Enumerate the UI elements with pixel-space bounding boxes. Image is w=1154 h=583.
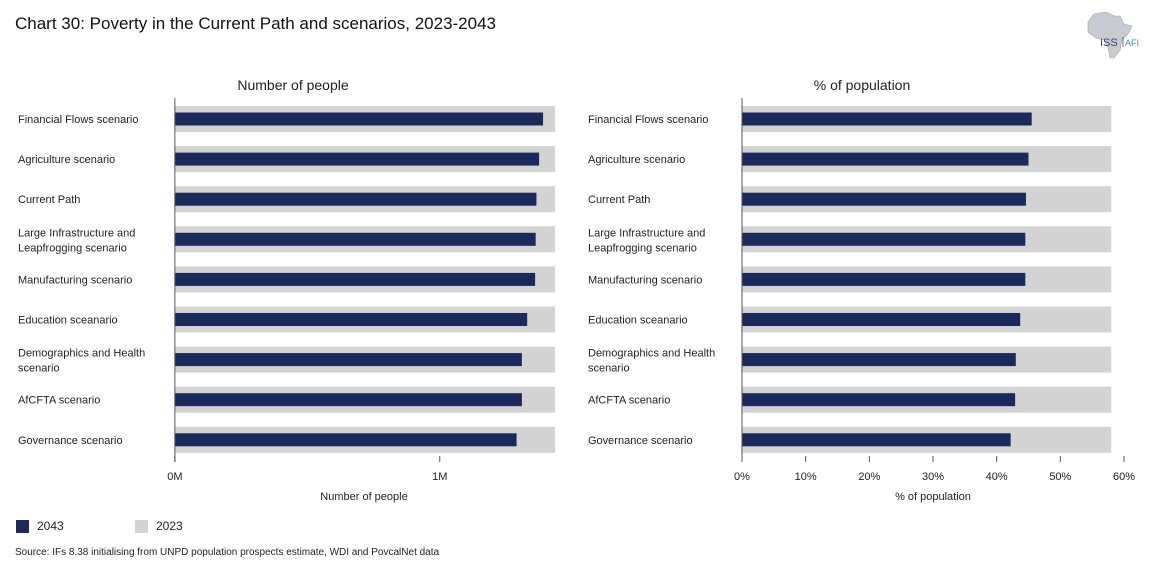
panel1-bar-2043-4 (174, 232, 536, 246)
africa-map-icon (1087, 11, 1133, 59)
panel2-bar-2043-5 (742, 272, 1026, 286)
iss-afi-logo: ISS AFI (1087, 11, 1139, 59)
panel1-category-label-5: Manufacturing scenario (18, 274, 132, 286)
panel1-bar-2043-7 (174, 353, 522, 367)
panel2-category-label-6: Education sceanario (588, 315, 688, 327)
panel1-category-label-line: Leapfrogging scenario (18, 242, 127, 254)
panel2-bar-2043-8 (742, 393, 1016, 407)
source-note: Source: IFs 8.38 initialising from UNPD … (15, 547, 440, 558)
panel2-category-label-4: Large Infrastructure and Leapfrogging sce… (588, 227, 705, 254)
panel1-bar-2043-1 (174, 112, 544, 126)
panel1-x-axis-label: Number of people (320, 491, 407, 503)
panel2-bar-2043-2 (742, 152, 1029, 166)
panel1-category-label-1: Financial Flows scenario (18, 114, 138, 126)
panel2-category-label-2: Agriculture scenario (588, 154, 685, 166)
panel1-category-label-8: AfCFTA scenario (18, 395, 100, 407)
panel2-category-label-5: Manufacturing scenario (588, 274, 702, 286)
legend-swatch-2043 (16, 519, 29, 533)
panel2-bar-2043-7 (742, 353, 1016, 367)
panel1-category-label-2: Agriculture scenario (18, 154, 115, 166)
panel1-category-label-line: Large Infrastructure and (18, 227, 135, 239)
panel2-category-label-8: AfCFTA scenario (588, 395, 670, 407)
panel2-category-label-line: scenario (588, 363, 630, 375)
panel1-tick-label-2: 1M (432, 471, 447, 483)
panel1-bar-2043-9 (174, 433, 517, 447)
logo-main-text: ISS (1100, 37, 1118, 49)
panel2-category-label-1: Financial Flows scenario (588, 114, 708, 126)
panel1-category-label-7: Demographics and Health scenario (18, 348, 145, 375)
panel1-category-label-6: Education sceanario (18, 315, 118, 327)
panel1-bar-2043-2 (174, 152, 540, 166)
panel2-tick-label-5: 40% (986, 471, 1008, 483)
panel2-category-label-7: Demographics and Health scenario (588, 348, 715, 375)
panel2-tick-label-6: 50% (1049, 471, 1071, 483)
panel2-title: % of population (814, 77, 911, 93)
panel2-category-label-9: Governance scenario (588, 435, 693, 447)
panel2-category-label-3: Current Path (588, 194, 650, 206)
panel2-category-label-line: Demographics and Health (588, 348, 715, 360)
chart-title: Chart 30: Poverty in the Current Path an… (15, 14, 497, 33)
panel2-bar-2043-9 (742, 433, 1011, 447)
panel2-tick-label-4: 30% (922, 471, 944, 483)
panel2-bar-2043-6 (742, 313, 1021, 326)
panel2-tick-label-7: 60% (1113, 471, 1135, 483)
panel2-x-axis-label: % of population (895, 491, 971, 503)
panel1-title: Number of people (237, 77, 349, 93)
panel2-category-label-line: Large Infrastructure and (588, 227, 705, 239)
panel2-category-label-line: Leapfrogging scenario (588, 242, 697, 254)
panel2-bar-2043-1 (742, 112, 1032, 126)
panel2-bar-2043-3 (742, 192, 1026, 206)
panel1-bar-2043-6 (174, 313, 528, 326)
panel2-bar-2043-4 (742, 232, 1026, 246)
legend-label-2043: 2043 (37, 519, 64, 533)
panel1-bar-2043-5 (174, 272, 536, 286)
panel1-category-label-line: scenario (18, 363, 60, 375)
legend-label-2023: 2023 (156, 519, 183, 533)
panel2-tick-label-3: 20% (858, 471, 880, 483)
panel2-tick-label-1: 0% (734, 471, 750, 483)
panel1-category-label-9: Governance scenario (18, 435, 123, 447)
panel1-category-label-line: Demographics and Health (18, 348, 145, 360)
panel1-category-label-4: Large Infrastructure and Leapfrogging sce… (18, 227, 135, 254)
panel1-bar-2043-8 (174, 393, 522, 407)
panel1-bar-2043-3 (174, 192, 537, 206)
panel1-category-label-3: Current Path (18, 194, 80, 206)
panel1-tick-label-1: 0M (167, 471, 182, 483)
legend-item-2043: 2043 (16, 519, 64, 533)
panel2-tick-label-2: 10% (795, 471, 817, 483)
legend-item-2023: 2023 (135, 519, 183, 533)
logo-sub-text: AFI (1125, 38, 1139, 48)
legend-swatch-2023 (135, 519, 148, 533)
